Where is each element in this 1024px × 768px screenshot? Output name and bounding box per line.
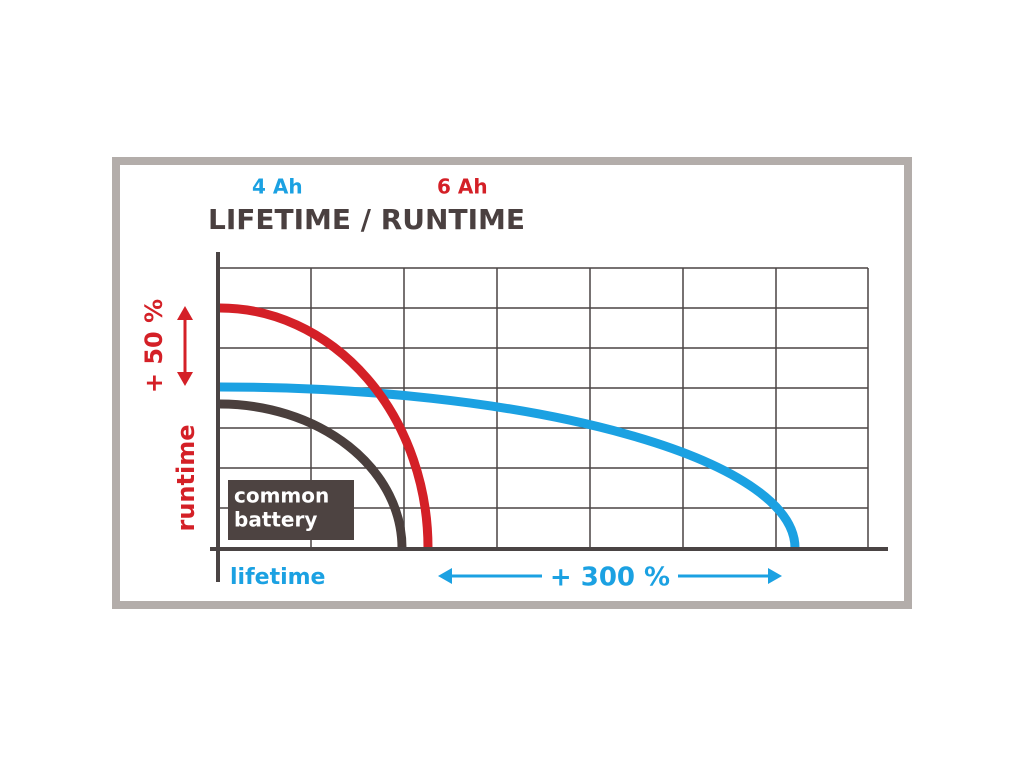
x-arrow	[438, 568, 782, 584]
x-annotation: + 300 %	[550, 563, 670, 593]
x-label: lifetime	[230, 565, 325, 590]
curve-common	[219, 399, 407, 549]
badge-line: common	[234, 484, 329, 508]
title: LIFETIME / RUNTIME	[208, 203, 525, 236]
curve-4ah	[219, 382, 800, 549]
legend-6ah: 6 Ah	[437, 175, 488, 199]
legend-4ah: 4 Ah	[252, 175, 303, 199]
badge-line: battery	[234, 508, 317, 532]
y-arrow	[177, 306, 193, 386]
y-label: runtime	[172, 425, 200, 532]
curve-6ah	[219, 303, 433, 549]
badge	[228, 480, 354, 540]
y-annotation: + 50 %	[140, 299, 168, 393]
